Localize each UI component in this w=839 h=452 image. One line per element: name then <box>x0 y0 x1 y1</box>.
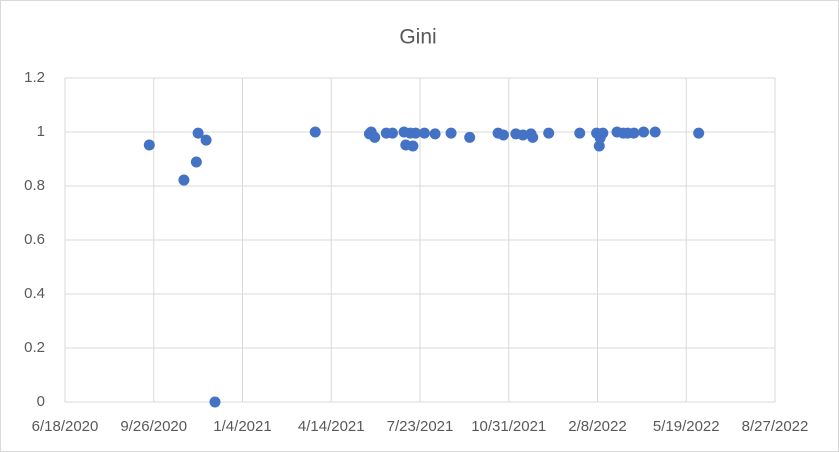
data-point <box>693 127 705 139</box>
x-tick-label: 6/18/2020 <box>32 418 99 435</box>
data-point <box>418 127 430 139</box>
y-tick-label: 0 <box>37 393 45 410</box>
data-point <box>597 127 609 139</box>
y-tick-label: 0.4 <box>24 285 45 302</box>
y-tick-label: 0.6 <box>24 231 45 248</box>
data-point <box>309 126 321 138</box>
data-point <box>593 140 605 152</box>
y-tick-label: 0.8 <box>24 177 45 194</box>
y-tick-label: 1.2 <box>24 69 45 86</box>
data-point <box>190 156 202 168</box>
x-tick-label: 5/19/2022 <box>653 418 720 435</box>
data-point <box>178 174 190 186</box>
data-point <box>574 127 586 139</box>
x-tick-label: 2/8/2022 <box>568 418 626 435</box>
data-point <box>209 396 221 408</box>
data-point <box>429 128 441 140</box>
y-tick-label: 0.2 <box>24 339 45 356</box>
data-point <box>638 126 650 138</box>
x-tick-label: 4/14/2021 <box>298 418 365 435</box>
data-point <box>649 126 661 138</box>
x-tick-label: 1/4/2021 <box>213 418 271 435</box>
data-point <box>407 140 419 152</box>
data-point <box>200 134 212 146</box>
chart-title: Gini <box>399 26 436 49</box>
data-point <box>192 127 204 139</box>
x-tick-label: 8/27/2022 <box>742 418 809 435</box>
data-point <box>143 139 155 151</box>
data-point <box>445 127 457 139</box>
data-point <box>369 131 381 143</box>
x-tick-label: 7/23/2021 <box>387 418 454 435</box>
x-tick-label: 9/26/2020 <box>120 418 187 435</box>
data-point <box>410 127 422 139</box>
y-tick-label: 1 <box>37 123 45 140</box>
data-point <box>386 127 398 139</box>
data-point <box>464 131 476 143</box>
data-point <box>543 127 555 139</box>
data-point <box>497 129 509 141</box>
x-tick-label: 10/31/2021 <box>471 418 546 435</box>
data-point <box>527 131 539 143</box>
data-point <box>628 127 640 139</box>
